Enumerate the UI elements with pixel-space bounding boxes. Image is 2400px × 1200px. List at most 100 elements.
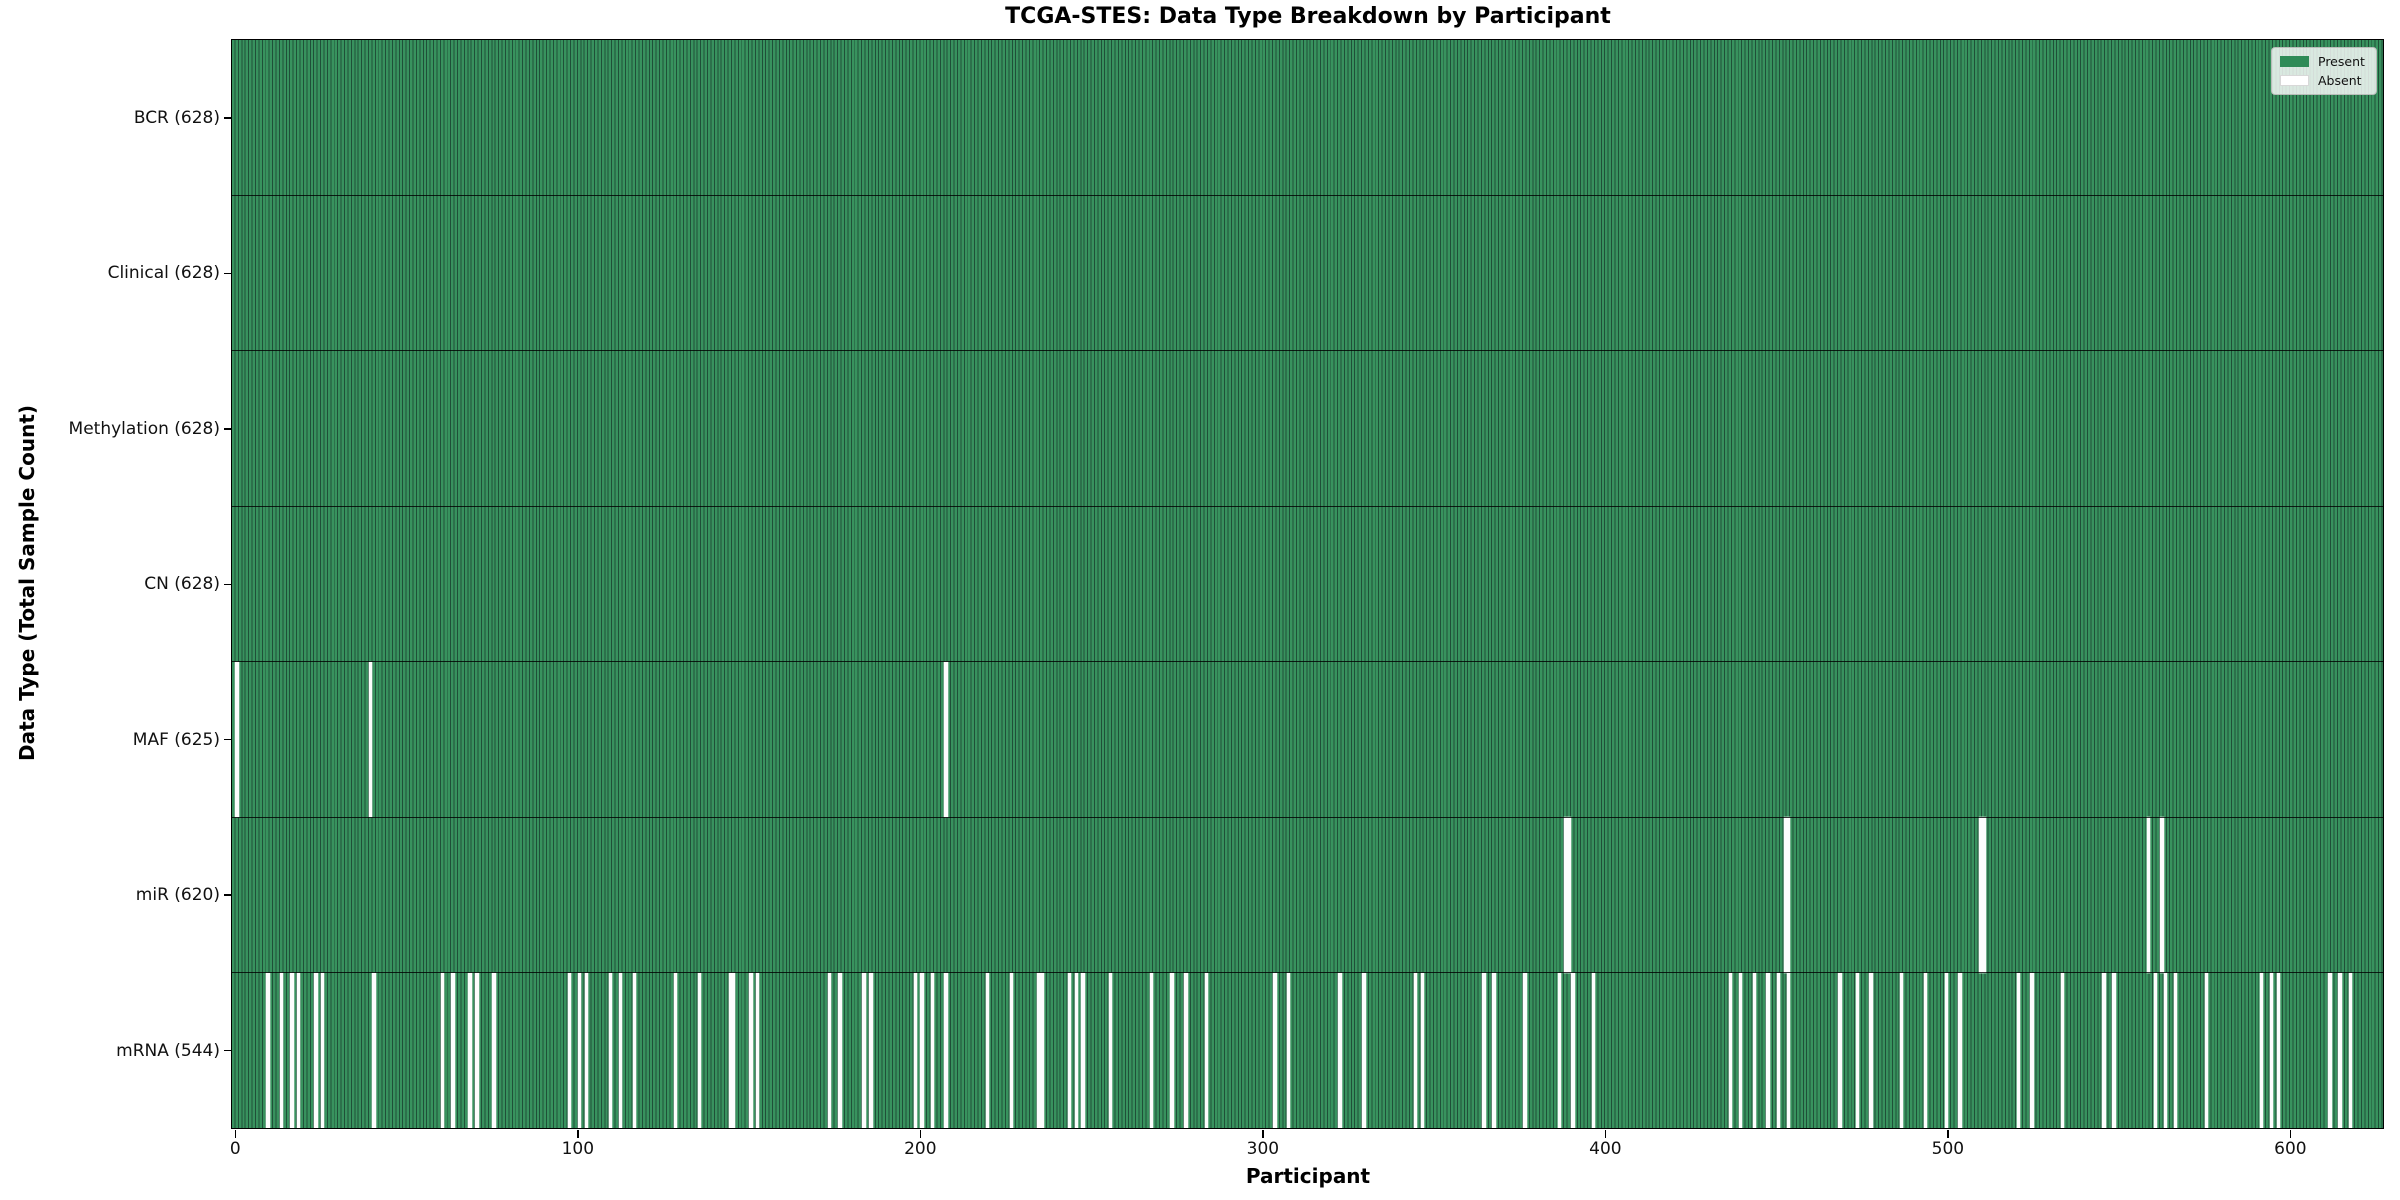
absent-gap (584, 972, 589, 1128)
row-separator (232, 816, 2383, 818)
absent-gap (1067, 972, 1072, 1128)
absent-gap (1978, 817, 1983, 973)
x-tick-label: 600 (2274, 1139, 2307, 1159)
absent-gap (567, 972, 572, 1128)
y-tick-label: CN (628) (144, 574, 220, 595)
absent-gap (827, 972, 832, 1128)
absent-gap (279, 972, 284, 1128)
absent-gap (944, 661, 948, 818)
y-tick-mark (224, 738, 233, 741)
absent-gap (468, 972, 472, 1128)
absent-gap (1958, 972, 1962, 1128)
legend-label: Absent (2318, 73, 2362, 88)
absent-gap (2112, 972, 2116, 1128)
absent-gap (1420, 972, 1424, 1128)
absent-gap (862, 972, 866, 1128)
x-tick-label: 500 (1931, 1139, 1965, 1159)
absent-gap (2174, 972, 2178, 1128)
absent-gap (1149, 972, 1154, 1128)
absent-gap (1787, 817, 1791, 973)
absent-gap (372, 972, 376, 1128)
data-row-bcr (232, 40, 2383, 195)
absent-gap (2204, 972, 2209, 1128)
absent-gap (297, 972, 301, 1128)
absent-gap (1009, 972, 1013, 1128)
y-tick-mark (224, 117, 233, 119)
absent-gap (2160, 817, 2164, 973)
legend-item-absent: Absent (2280, 73, 2368, 88)
absent-gap (2061, 972, 2065, 1128)
absent-gap (1184, 972, 1188, 1128)
x-axis-label: Participant (1245, 1164, 1371, 1188)
absent-gap (1170, 972, 1174, 1128)
x-tick-mark (1604, 1129, 1607, 1138)
absent-gap (1838, 972, 1842, 1128)
row-separator (232, 350, 2383, 352)
row-separator (232, 972, 2383, 974)
absent-gap (266, 972, 270, 1128)
absent-gap (2269, 972, 2274, 1128)
absent-gap (2153, 972, 2157, 1128)
x-tick-mark (234, 1129, 237, 1138)
absent-gap (1413, 972, 1418, 1128)
absent-gap (1036, 972, 1041, 1128)
absent-gap (1040, 972, 1044, 1128)
x-tick-mark (919, 1129, 922, 1138)
absent-gap (1108, 972, 1113, 1128)
absent-gap (2016, 972, 2020, 1128)
absent-gap (673, 972, 678, 1128)
row-separator (232, 661, 2383, 663)
data-row-cn (232, 506, 2383, 661)
absent-gap (1982, 817, 1986, 973)
absent-gap (985, 972, 989, 1128)
absent-gap (608, 972, 613, 1128)
absent-gap (732, 972, 736, 1128)
absent-gap (369, 661, 373, 818)
data-row-methylation (232, 351, 2383, 506)
data-row-mir (232, 817, 2383, 973)
absent-gap (1787, 972, 1791, 1128)
absent-gap (1752, 972, 1757, 1128)
absent-gap (577, 972, 582, 1128)
chart-title: TCGA-STES: Data Type Breakdown by Partic… (1005, 4, 1611, 29)
data-row-maf (232, 661, 2383, 818)
data-row-mrna (232, 972, 2383, 1128)
absent-gap (632, 972, 637, 1128)
x-tick-label: 0 (229, 1139, 241, 1159)
absent-gap (756, 972, 760, 1128)
y-tick-label: BCR (628) (133, 108, 220, 128)
absent-gap (1739, 972, 1743, 1128)
absent-gap (2259, 972, 2264, 1128)
legend-label: Present (2318, 54, 2365, 69)
absent-gap (869, 972, 873, 1128)
legend-item-present: Present (2280, 54, 2368, 69)
absent-gap (440, 972, 445, 1128)
absent-gap (1081, 972, 1085, 1128)
x-tick-label: 300 (1246, 1139, 1280, 1159)
absent-gap (2348, 972, 2353, 1128)
absent-gap (290, 972, 294, 1128)
y-tick-label: Methylation (628) (68, 418, 220, 439)
x-tick-label: 400 (1589, 1139, 1622, 1159)
absent-gap (1783, 817, 1788, 973)
absent-gap (2102, 972, 2106, 1128)
absent-gap (1766, 972, 1770, 1128)
data-row-clinical (232, 195, 2383, 350)
absent-gap (1728, 972, 1733, 1128)
legend: Present Absent (2271, 47, 2377, 95)
absent-gap (1900, 972, 1904, 1128)
absent-gap (1204, 972, 1209, 1128)
absent-gap (1557, 972, 1561, 1128)
y-tick-mark (224, 894, 233, 896)
absent-gap (2030, 972, 2034, 1128)
absent-gap (2146, 817, 2151, 973)
x-tick-mark (1947, 1129, 1949, 1138)
absent-gap (749, 972, 753, 1128)
x-tick-mark (577, 1129, 579, 1138)
absent-gap (475, 972, 479, 1128)
absent-gap (1564, 817, 1568, 973)
row-separator (232, 194, 2383, 196)
absent-gap (1338, 972, 1342, 1128)
absent-gap (1869, 972, 1873, 1128)
